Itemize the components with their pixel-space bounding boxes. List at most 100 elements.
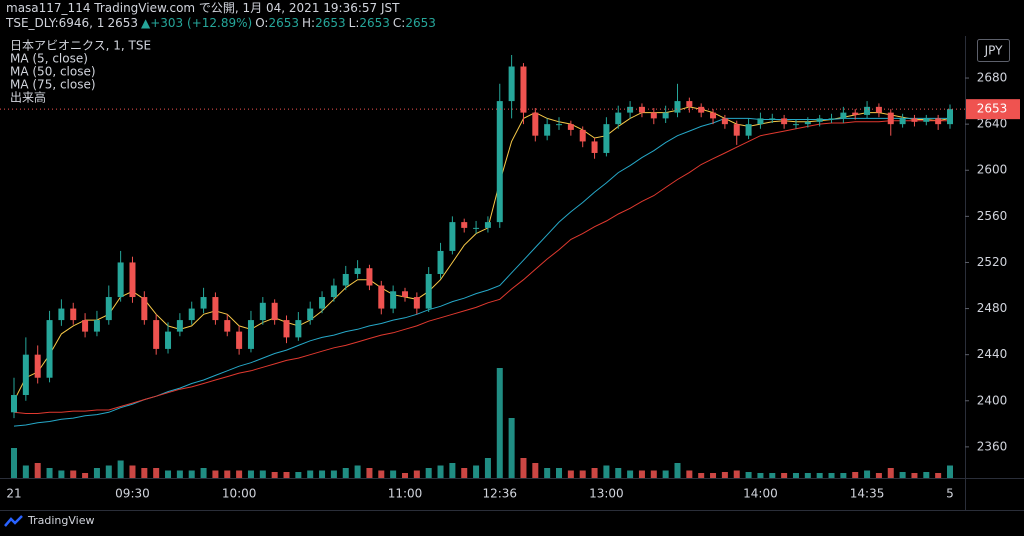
x-tick-label: 11:00 <box>388 487 423 501</box>
volume-bar <box>105 465 112 478</box>
candle-body <box>591 141 598 153</box>
last: 2653 <box>107 16 138 30</box>
candle-body <box>461 222 468 228</box>
candle-body <box>947 109 953 125</box>
volume-bar <box>721 472 728 478</box>
candle-body <box>662 112 669 119</box>
volume-bar <box>875 473 882 478</box>
candle-body <box>852 112 859 115</box>
candle-body <box>247 320 254 349</box>
candle-body <box>330 285 337 298</box>
candle-body <box>153 320 160 349</box>
y-tick-label: 2560 <box>977 209 1008 223</box>
ohlc-label: H: <box>302 16 316 30</box>
footer: TradingView <box>4 514 94 527</box>
ohlc-label: L: <box>348 16 360 30</box>
candle-body <box>141 297 148 321</box>
currency-button[interactable] <box>977 39 1010 62</box>
last-price-label: 2653 <box>977 102 1008 116</box>
volume-bar <box>935 473 942 478</box>
legend-entry: MA (50, close) <box>10 65 96 79</box>
volume-bar <box>425 468 432 478</box>
ohlc-label: C: <box>392 16 406 30</box>
ohlc-value: 2653 <box>315 16 346 30</box>
volume-bar <box>413 470 420 478</box>
volume-bar <box>212 470 219 478</box>
publish-info: masa117_114 TradingView.com で公開, 1月 04, … <box>6 1 400 15</box>
volume-bar <box>840 473 847 478</box>
volume-bar <box>484 458 491 478</box>
volume-bar <box>556 468 563 478</box>
candle-body <box>46 320 53 378</box>
candle-body <box>567 124 574 130</box>
candle-body <box>105 297 112 321</box>
x-tick-label: 13:00 <box>589 487 624 501</box>
legend-entry: MA (75, close) <box>10 78 96 92</box>
candle-body <box>674 101 681 113</box>
x-tick-label: 12:36 <box>482 487 517 501</box>
volume-bar <box>366 468 373 478</box>
candle-body <box>757 118 764 125</box>
y-tick-label: 2360 <box>977 439 1008 453</box>
candle-body <box>804 121 811 125</box>
volume-bar <box>449 463 456 478</box>
symbol-info: TSE_DLY:6946, 1 2653 ▲+303 (+12.89%) O:2653… <box>6 16 439 31</box>
candle-body <box>603 124 610 153</box>
candle-body <box>413 297 420 309</box>
logo <box>4 514 23 527</box>
volume-bar <box>390 470 397 478</box>
candle-body <box>342 273 349 286</box>
volume-bar <box>603 465 610 478</box>
volume-bar <box>769 473 776 478</box>
candle-body <box>686 101 693 107</box>
candle-body <box>176 320 183 332</box>
volume-bar <box>804 473 811 478</box>
ohlc-label: O: <box>255 16 269 30</box>
candle-body <box>864 106 871 115</box>
candle-body <box>496 101 503 223</box>
x-tick-label: 14:35 <box>850 487 885 501</box>
x-tick-label: 5 <box>946 487 954 501</box>
candle-body <box>923 118 930 122</box>
candle-body <box>911 118 918 122</box>
volume-bar <box>93 468 100 478</box>
volume-bar <box>781 473 788 478</box>
volume-bar <box>710 473 717 478</box>
volume-bar <box>864 470 871 478</box>
y-tick-label: 2680 <box>977 71 1008 85</box>
volume-bar <box>165 470 172 478</box>
volume-bar <box>141 468 148 478</box>
x-tick-label: 10:00 <box>222 487 257 501</box>
volume-bar <box>153 468 160 478</box>
x-tick-label: 09:30 <box>115 487 150 501</box>
volume-bar <box>947 465 953 478</box>
volume-bar <box>295 472 302 478</box>
volume-bar <box>34 463 41 478</box>
volume-bar <box>283 472 290 478</box>
candle-body <box>58 308 65 321</box>
candle-body <box>615 112 622 125</box>
candle-body <box>271 302 278 321</box>
volume-bar <box>319 470 326 478</box>
currency[interactable]: JPY <box>984 44 1004 58</box>
volume-bar <box>627 470 634 478</box>
candle-body <box>295 320 302 338</box>
candle-body <box>710 112 717 119</box>
volume-bar <box>200 468 207 478</box>
legend-entry: MA (5, close) <box>10 52 88 66</box>
volume-bar <box>852 472 859 478</box>
volume-bar <box>401 473 408 478</box>
candle-body <box>22 354 29 396</box>
volume-bar <box>496 368 503 478</box>
volume-bar <box>733 470 740 478</box>
volume-bar <box>911 473 918 478</box>
candle-body <box>307 308 314 321</box>
candle-body <box>212 297 219 321</box>
symbol: TSE_DLY:6946, 1 <box>6 16 105 30</box>
candle-body <box>721 118 728 125</box>
candle-body <box>650 112 657 119</box>
volume-bar <box>58 470 65 478</box>
ma-line <box>13 117 950 427</box>
